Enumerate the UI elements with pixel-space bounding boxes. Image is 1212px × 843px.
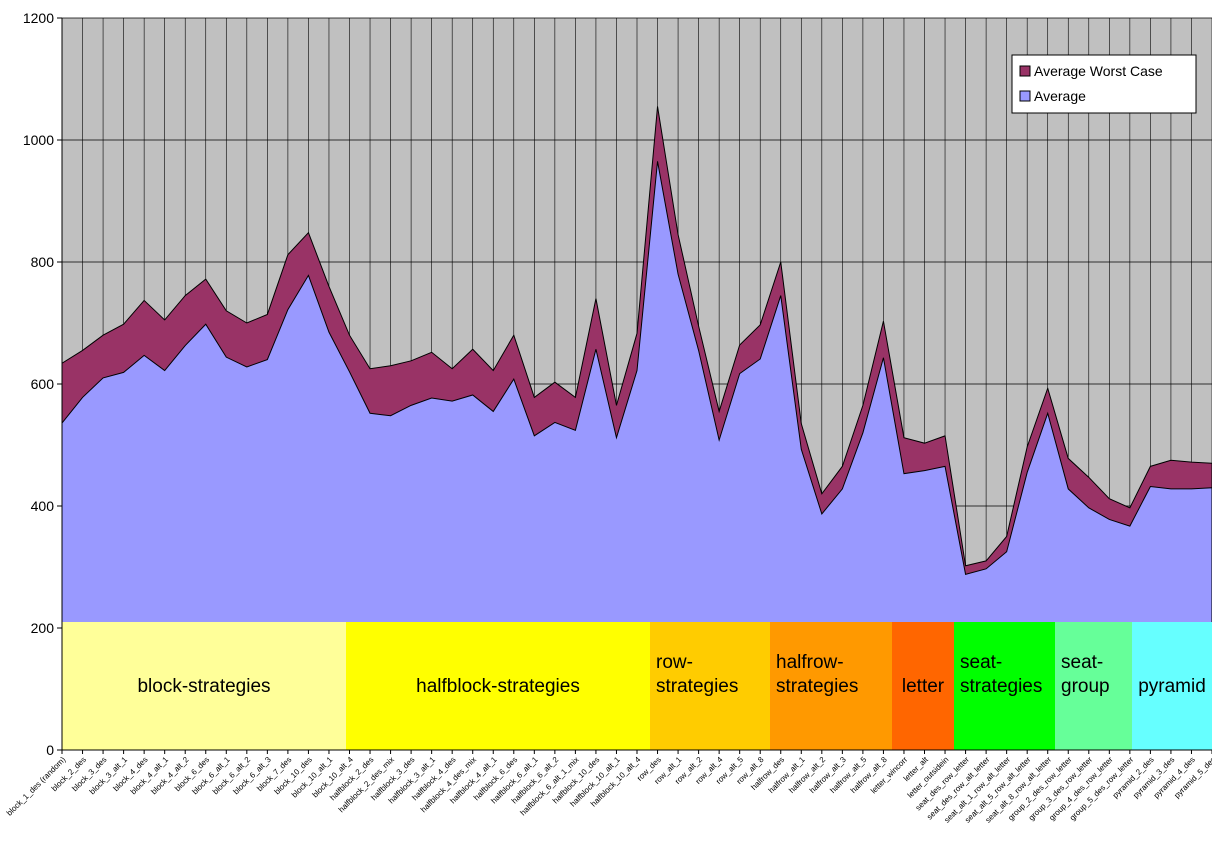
y-tick-label: 800 [31,254,55,270]
group-label: halfrow- [776,652,844,673]
group-label: row- [656,652,693,673]
legend-box [1011,54,1197,114]
group-band [954,622,1055,750]
y-tick-label: 1000 [23,132,54,148]
group-band [1055,622,1132,750]
group-band [1132,622,1212,750]
y-tick-label: 600 [31,376,55,392]
group-band [62,622,346,750]
group-label: halfblock-strategies [416,676,580,697]
group-band [892,622,954,750]
group-band [770,622,892,750]
legend-swatch [1019,65,1031,77]
group-label: strategies [776,676,858,697]
group-label: group [1061,676,1110,697]
group-label: seat- [1061,652,1103,673]
group-band [346,622,650,750]
group-band [650,622,770,750]
group-label: strategies [960,676,1042,697]
group-label: seat- [960,652,1002,673]
area [61,161,1212,751]
y-tick-label: 1200 [23,10,54,26]
group-label: strategies [656,676,738,697]
y-tick-label: 400 [31,498,55,514]
legend-swatch [1019,90,1031,102]
group-label: letter [902,676,945,697]
y-tick-label: 0 [46,742,54,758]
legend-label: Average Worst Case [1034,63,1163,79]
group-label: block-strategies [137,676,270,697]
group-label: pyramid [1138,676,1206,697]
y-tick-label: 200 [31,620,55,636]
legend-label: Average [1034,88,1086,104]
